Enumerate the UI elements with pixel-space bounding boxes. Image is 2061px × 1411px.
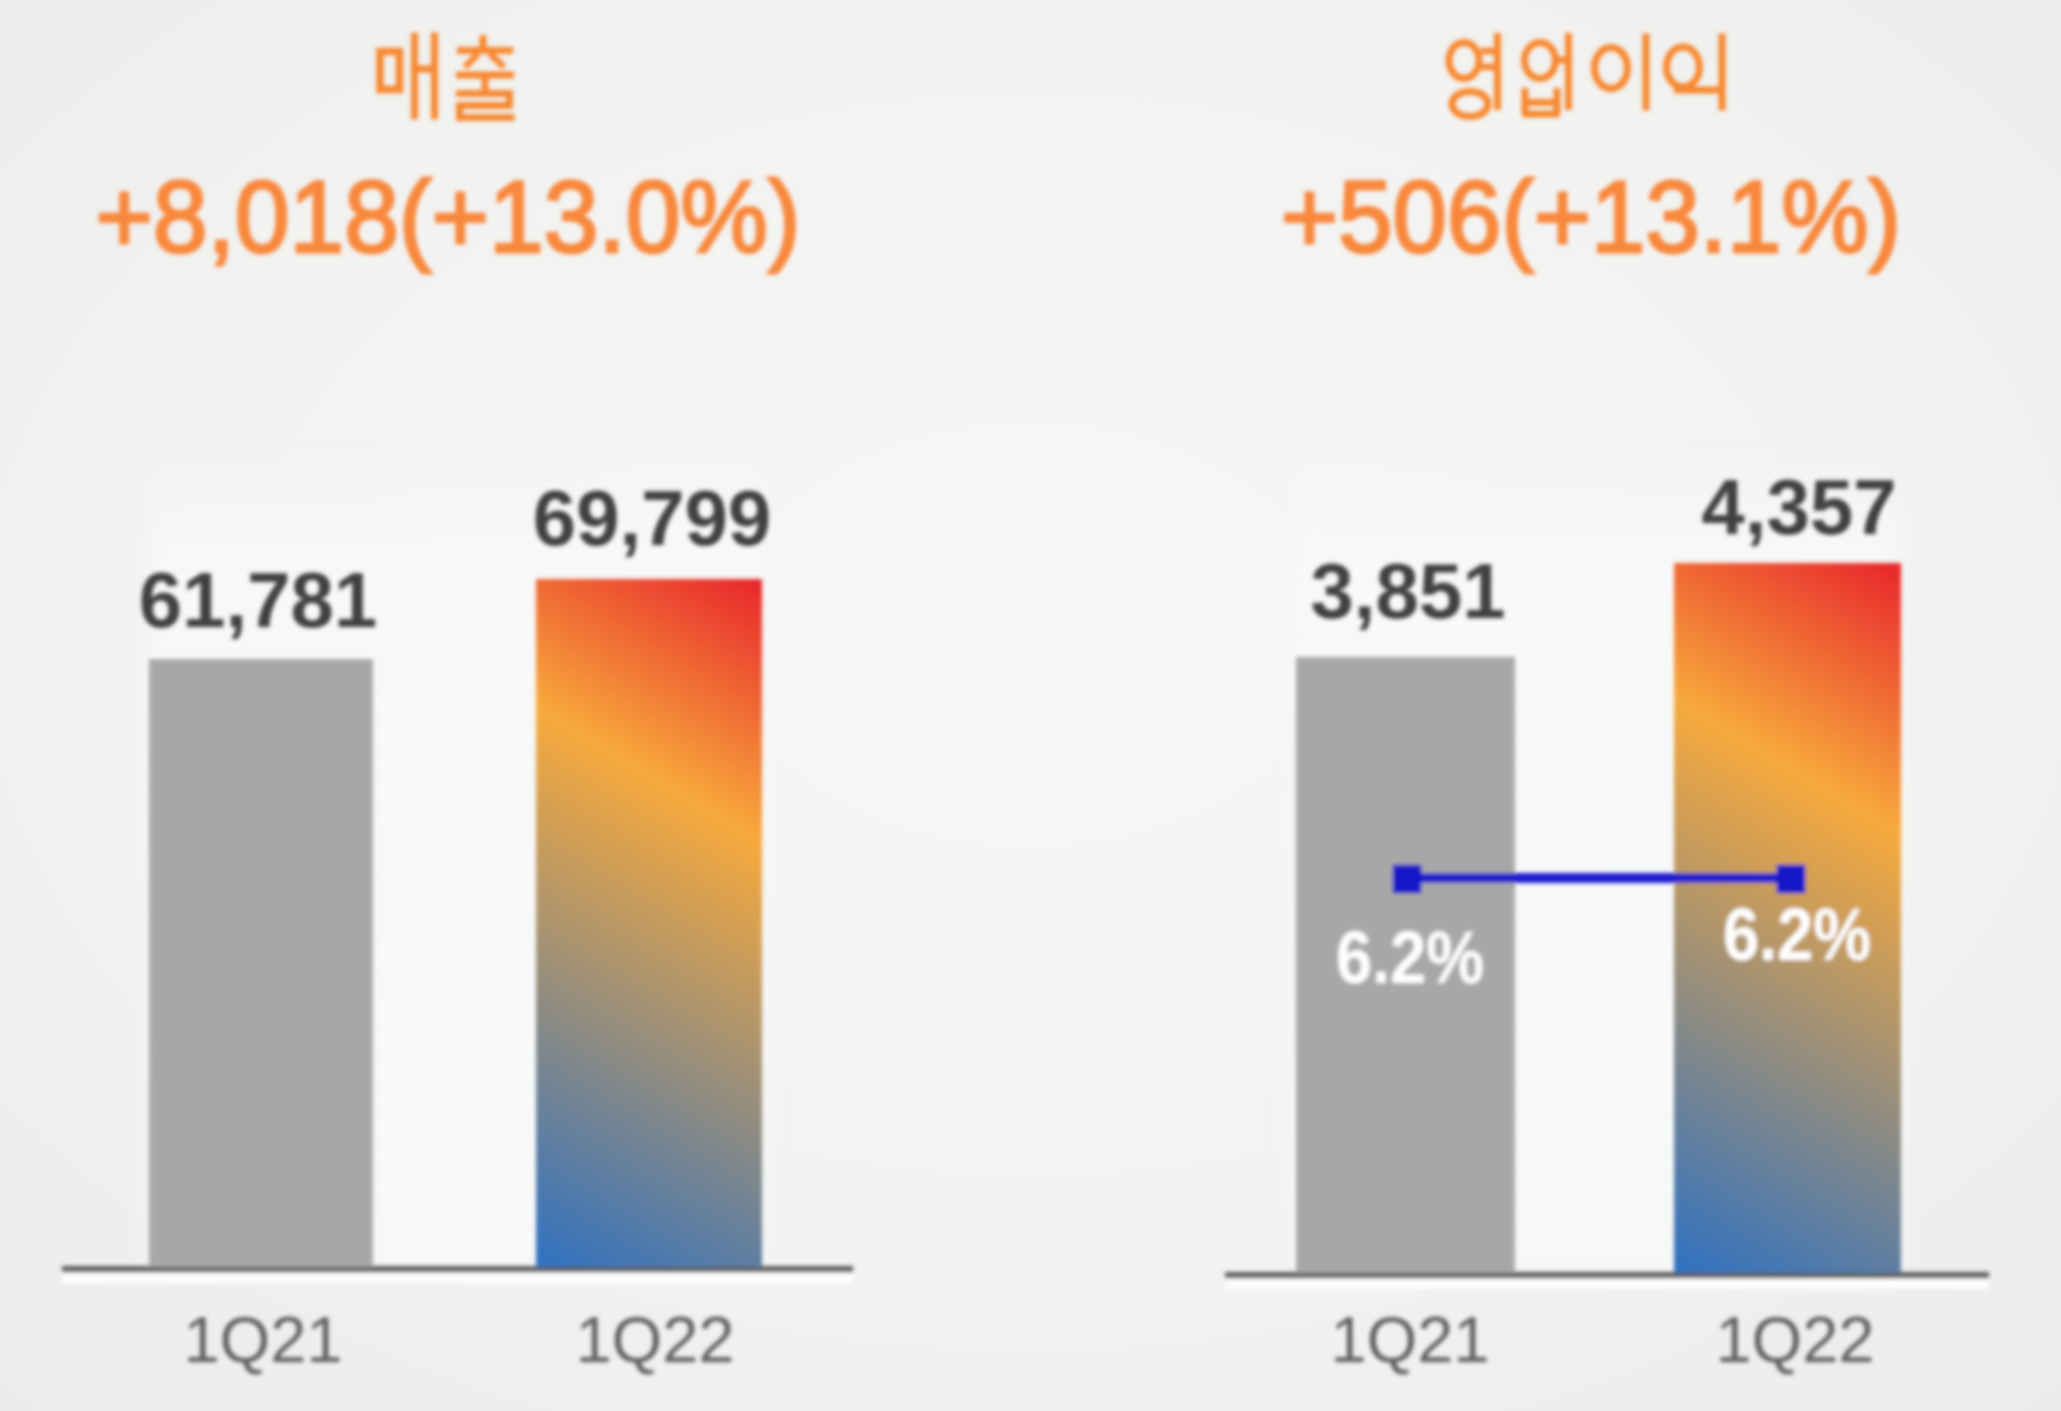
svg-text:1Q21: 1Q21 [1330,1303,1489,1376]
svg-text:+506(+13.1%): +506(+13.1%) [1281,160,1901,274]
svg-text:61,781: 61,781 [139,556,378,644]
svg-text:3,851: 3,851 [1310,547,1505,635]
svg-text:6.2%: 6.2% [1336,916,1484,999]
svg-text:1Q21: 1Q21 [183,1303,342,1376]
svg-text:+8,018(+13.0%): +8,018(+13.0%) [96,160,801,274]
svg-text:4,357: 4,357 [1701,463,1896,551]
svg-text:6.2%: 6.2% [1723,893,1871,976]
svg-text:1Q22: 1Q22 [1715,1303,1874,1376]
svg-text:69,799: 69,799 [533,474,772,562]
svg-text:1Q22: 1Q22 [575,1303,734,1376]
